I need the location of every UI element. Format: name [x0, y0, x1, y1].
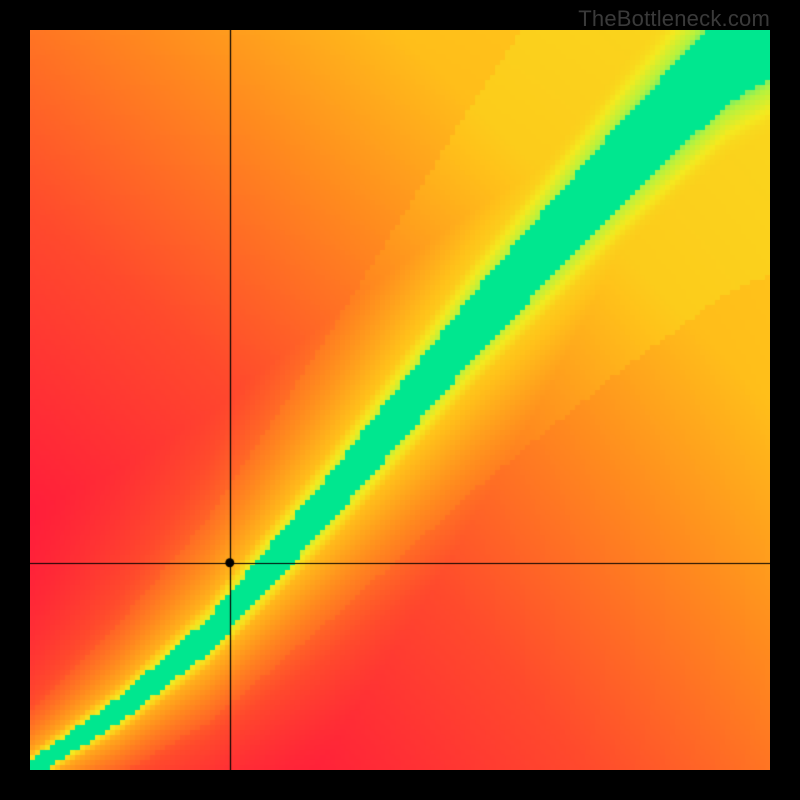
heatmap-canvas: [30, 30, 770, 770]
chart-container: TheBottleneck.com: [0, 0, 800, 800]
plot-area: [30, 30, 770, 770]
watermark-text: TheBottleneck.com: [578, 6, 770, 32]
